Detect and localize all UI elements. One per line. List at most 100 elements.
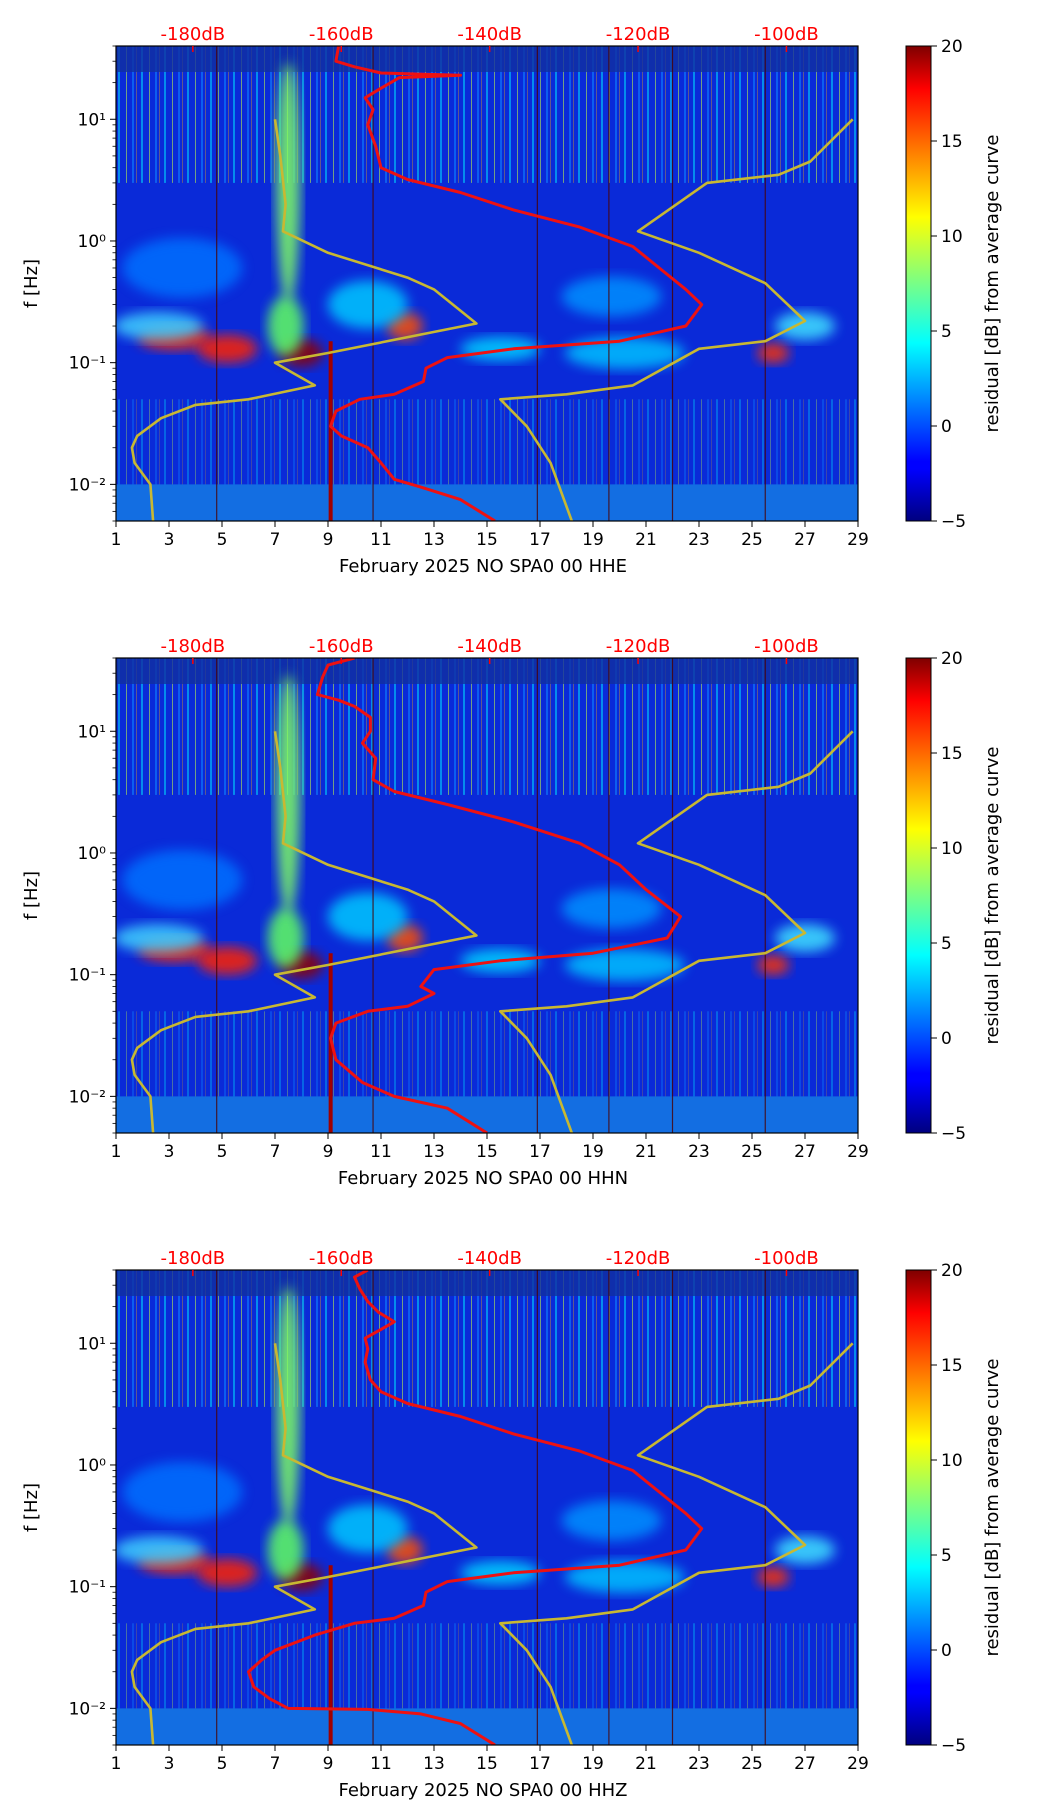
heatmap-image <box>116 1270 858 1745</box>
energy-patch-14 <box>276 1286 301 1527</box>
x-tick-label: 15 <box>476 1142 498 1162</box>
energy-patch-2 <box>197 946 258 975</box>
energy-patch-10 <box>564 1561 685 1594</box>
x-tick-label: 15 <box>476 530 498 550</box>
x-axis-label: February 2025 NO SPA0 00 HHN <box>338 1168 628 1189</box>
energy-patch-14 <box>276 62 301 303</box>
y-tick-label: 10⁻¹ <box>69 1578 106 1598</box>
energy-patch-5 <box>116 312 204 341</box>
x-tick-label: 19 <box>582 530 604 550</box>
energy-patch-14 <box>276 674 301 915</box>
energy-patch-12 <box>561 1500 662 1541</box>
colorbar-tick-label: 0 <box>941 417 952 437</box>
energy-patch-7 <box>327 280 408 329</box>
colorbar-tick-label: 15 <box>941 132 963 152</box>
db-tick-label: -140dB <box>457 636 522 657</box>
colorbar-gradient <box>905 45 932 522</box>
colorbar-label: residual [dB] from average curve <box>982 1358 1003 1656</box>
x-tick-label: 29 <box>847 1142 869 1162</box>
x-tick-label: 27 <box>794 1754 816 1774</box>
x-tick-label: 1 <box>111 1754 122 1774</box>
x-tick-label: 21 <box>635 530 657 550</box>
noise-model-curve-2 <box>498 730 854 1133</box>
energy-patch-5 <box>116 1536 204 1565</box>
microseism-stripes <box>116 399 858 485</box>
x-tick-label: 9 <box>323 1142 334 1162</box>
colorbar-tick-label: 20 <box>941 649 963 669</box>
db-tick-label: -140dB <box>457 1248 522 1269</box>
x-tick-label: 1 <box>111 530 122 550</box>
db-tick-label: -100dB <box>754 1248 819 1269</box>
colorbar-tick-label: 15 <box>941 744 963 764</box>
energy-patch-10 <box>564 949 685 982</box>
energy-patch-10 <box>564 337 685 370</box>
colorbar-tick-label: 0 <box>941 1641 952 1661</box>
energy-patch-2 <box>197 334 258 363</box>
energy-patch-7 <box>327 1504 408 1553</box>
noise-model-curve-1 <box>130 119 478 521</box>
x-tick-label: 19 <box>582 1142 604 1162</box>
x-tick-label: 21 <box>635 1142 657 1162</box>
y-tick-label: 10⁰ <box>78 1456 107 1476</box>
colorbar-tick-label: −5 <box>941 512 966 532</box>
x-tick-label: 23 <box>688 1754 710 1774</box>
x-tick-label: 15 <box>476 1754 498 1774</box>
db-tick-label: -140dB <box>457 24 522 45</box>
panel-2: 1 3 5 7 9 11 13 15 17 19 21 23 25 27 2910⁻²10⁻¹10⁰10¹-… <box>21 636 1003 1189</box>
x-axis-label: February 2025 NO SPA0 00 HHE <box>339 556 627 577</box>
db-tick-label: -180dB <box>161 636 226 657</box>
top-band <box>116 658 858 684</box>
energy-patch-13 <box>460 1560 541 1585</box>
noise-model-curve-1 <box>130 1343 478 1745</box>
x-tick-label: 5 <box>217 1142 228 1162</box>
x-tick-label: 23 <box>688 1142 710 1162</box>
x-tick-label: 25 <box>741 1754 763 1774</box>
energy-patch-11 <box>122 1461 243 1522</box>
db-tick-label: -160dB <box>309 1248 374 1269</box>
x-tick-label: 5 <box>217 530 228 550</box>
colorbar-tick-label: 5 <box>941 322 952 342</box>
colorbar-tick-label: 20 <box>941 1261 963 1281</box>
noise-model-curve-2 <box>498 118 854 521</box>
db-tick-label: -180dB <box>161 1248 226 1269</box>
colorbar-label: residual [dB] from average curve <box>982 134 1003 432</box>
colorbar-tick-label: 15 <box>941 1356 963 1376</box>
average-psd-curve <box>315 658 682 1133</box>
energy-patch-12 <box>561 888 662 929</box>
x-tick-label: 13 <box>423 1754 445 1774</box>
x-tick-label: 27 <box>794 1142 816 1162</box>
microseism-stripes <box>116 1623 858 1709</box>
colorbar-label: residual [dB] from average curve <box>982 746 1003 1044</box>
x-axis-label: February 2025 NO SPA0 00 HHZ <box>338 1780 627 1801</box>
heatmap-image <box>116 46 858 521</box>
x-tick-label: 13 <box>423 530 445 550</box>
energy-patch-8 <box>757 955 790 976</box>
db-tick-label: -120dB <box>606 636 671 657</box>
y-tick-label: 10¹ <box>78 110 106 130</box>
energy-patch-2 <box>197 1558 258 1587</box>
x-tick-label: 7 <box>270 530 281 550</box>
energy-patch-11 <box>122 237 243 298</box>
colorbar-tick-label: −5 <box>941 1736 966 1756</box>
colorbar-tick-label: 20 <box>941 37 963 57</box>
x-tick-label: 11 <box>370 1142 392 1162</box>
x-tick-label: 9 <box>323 530 334 550</box>
energy-patch-8 <box>757 1567 790 1588</box>
panel-3: 1 3 5 7 9 11 13 15 17 19 21 23 25 27 2910⁻²10⁻¹10⁰10¹-… <box>21 1248 1003 1801</box>
y-tick-label: 10⁰ <box>78 232 107 252</box>
db-tick-label: -100dB <box>754 24 819 45</box>
db-tick-label: -180dB <box>161 24 226 45</box>
x-tick-label: 21 <box>635 1754 657 1774</box>
colorbar-gradient <box>905 657 932 1134</box>
top-band <box>116 1270 858 1296</box>
x-tick-label: 17 <box>529 530 551 550</box>
heatmap-image <box>116 658 858 1133</box>
noise-model-curve-1 <box>130 731 478 1133</box>
top-band <box>116 46 858 72</box>
y-tick-label: 10⁻¹ <box>69 966 106 986</box>
energy-patch-7 <box>327 892 408 941</box>
colorbar-tick-label: 0 <box>941 1029 952 1049</box>
energy-patch-8 <box>757 343 790 364</box>
x-tick-label: 23 <box>688 530 710 550</box>
